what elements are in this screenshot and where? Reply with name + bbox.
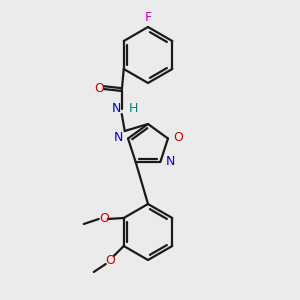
Text: O: O xyxy=(99,212,109,226)
Text: N: N xyxy=(114,131,123,144)
Text: O: O xyxy=(105,254,115,266)
Text: N: N xyxy=(111,103,121,116)
Text: O: O xyxy=(173,131,183,144)
Text: H: H xyxy=(129,101,138,115)
Text: F: F xyxy=(144,11,152,24)
Text: O: O xyxy=(94,82,104,94)
Text: N: N xyxy=(165,155,175,169)
